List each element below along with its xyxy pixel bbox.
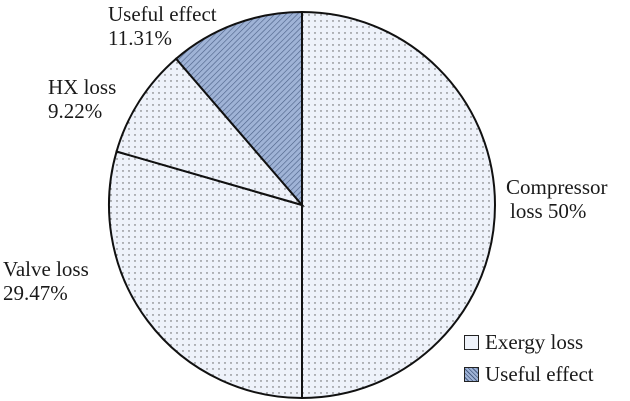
label-name: HX loss [48, 75, 117, 99]
dots-swatch-icon [464, 334, 479, 350]
pie-slice [108, 150, 303, 400]
label-pct: loss 50% [510, 199, 587, 223]
label-pct: 9.22% [48, 99, 103, 123]
label-name: Compressor [506, 175, 608, 199]
hatch-swatch-icon [464, 366, 479, 382]
label-pct: 29.47% [3, 281, 68, 305]
pie-slice [174, 10, 303, 208]
pie-slice [115, 57, 305, 207]
label-valve-loss: Valve loss 29.47% [3, 257, 89, 305]
label-useful-effect: Useful effect 11.31% [108, 2, 217, 50]
legend-item-exergy-loss: Exergy loss [464, 326, 594, 358]
legend-label: Useful effect [485, 361, 594, 386]
label-name: Valve loss [3, 257, 89, 281]
legend-item-useful-effect: Useful effect [464, 358, 594, 390]
legend: Exergy loss Useful effect [464, 326, 594, 390]
label-pct: 11.31% [108, 26, 172, 50]
pie-slice [301, 10, 496, 400]
label-hx-loss: HX loss 9.22% [48, 75, 116, 123]
label-name: Useful effect [108, 2, 217, 26]
legend-label: Exergy loss [485, 329, 584, 354]
label-compressor-loss: Compressor loss 50% [506, 175, 608, 223]
